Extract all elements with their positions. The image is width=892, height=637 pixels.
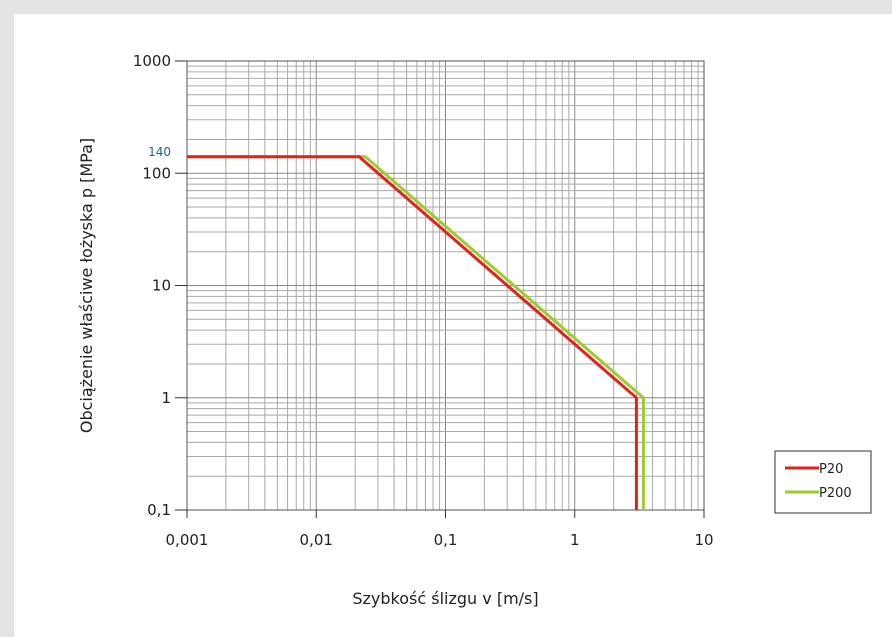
- tick-labels: 0,1 1 10 100 1000 0,001 0,01 0,1 1 10: [133, 52, 714, 549]
- y-tick-label: 1000: [133, 52, 171, 70]
- legend: P20 P200: [774, 450, 872, 514]
- chart: 0,1 1 10 100 1000 0,001 0,01 0,1 1 10 140 Szybkoś…: [77, 52, 872, 608]
- legend-label-p20: P20: [819, 462, 843, 477]
- x-axis-title: Szybkość ślizgu v [m/s]: [352, 589, 538, 608]
- x-tick-label: 0,001: [166, 531, 209, 549]
- grid: [187, 61, 704, 510]
- y-axis-title: Obciążenie właściwe łożyska p [MPa]: [77, 138, 96, 433]
- x-tick-label: 10: [694, 531, 713, 549]
- x-tick-label: 1: [570, 531, 580, 549]
- x-tick-label: 0,01: [300, 531, 333, 549]
- x-tick-label: 0,1: [434, 531, 458, 549]
- annotations: 140: [148, 145, 171, 159]
- y-tick-label: 0,1: [147, 501, 171, 519]
- y-tick-label: 100: [142, 164, 171, 182]
- y-tick-label: 10: [152, 277, 171, 295]
- annotation-label: 140: [148, 145, 171, 159]
- y-tick-label: 1: [161, 389, 171, 407]
- series-line-p20: [187, 155, 638, 510]
- legend-label-p200: P200: [819, 486, 852, 501]
- series-lines: [187, 155, 645, 510]
- chart-card: 0,1 1 10 100 1000 0,001 0,01 0,1 1 10 140 Szybkoś…: [14, 14, 892, 637]
- legend-box: [774, 450, 872, 514]
